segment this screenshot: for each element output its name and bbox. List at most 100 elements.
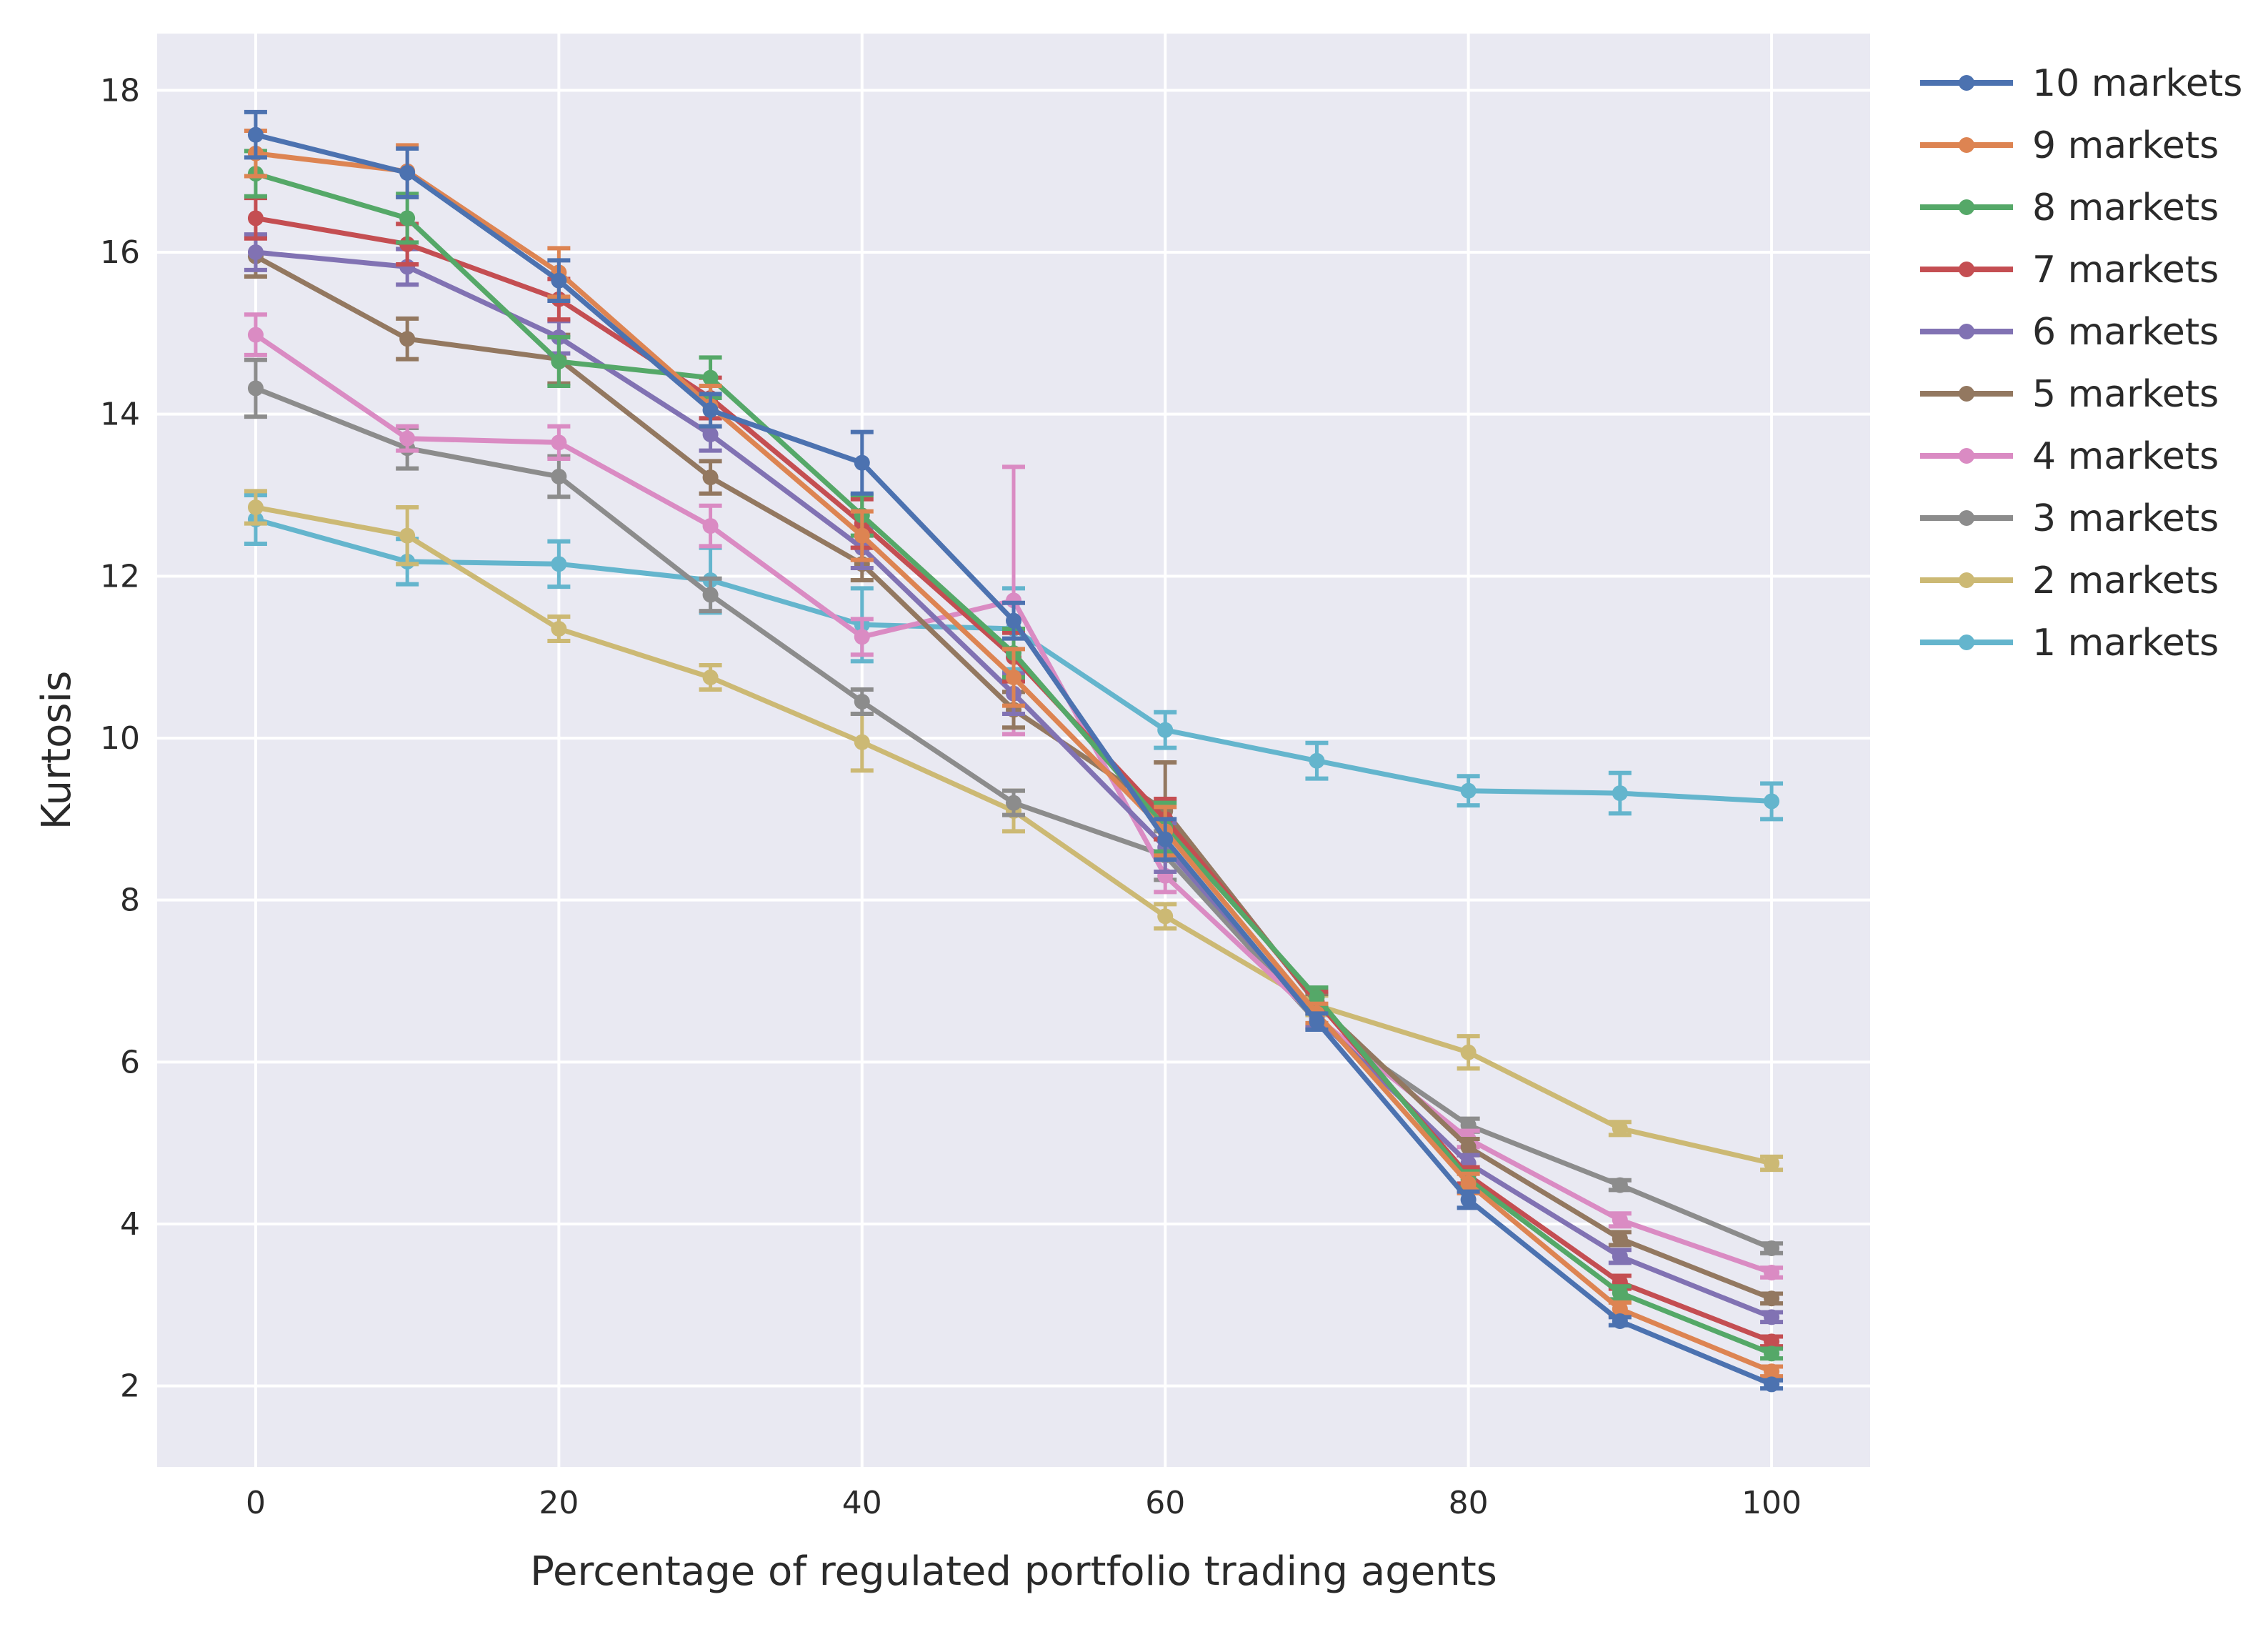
legend-item: 1 markets	[1920, 622, 2219, 665]
legend-label: 7 markets	[2032, 249, 2219, 292]
data-point	[1460, 1139, 1477, 1155]
data-point	[247, 327, 264, 343]
legend-item: 3 markets	[1920, 497, 2219, 540]
legend-label: 5 markets	[2032, 373, 2219, 416]
data-point	[1764, 1240, 1780, 1256]
data-point	[1006, 795, 1021, 811]
x-tick-label: 80	[1449, 1485, 1489, 1521]
y-tick-label: 4	[120, 1206, 140, 1243]
data-point	[1460, 782, 1477, 799]
data-point	[1309, 752, 1325, 769]
tick-labels: 0 20 40 60 80 100 2 4 6 8 10 12 14 16 18	[100, 72, 1802, 1521]
grid-lines	[157, 34, 1870, 1467]
series-4-markets	[244, 312, 1784, 1280]
data-point	[702, 587, 719, 603]
data-point	[854, 629, 870, 645]
y-tick-label: 8	[120, 882, 140, 919]
legend-label: 6 markets	[2032, 311, 2219, 354]
legend-label: 8 markets	[2032, 186, 2219, 229]
legend-item: 5 markets	[1920, 373, 2219, 416]
data-point	[1612, 785, 1628, 802]
legend-label: 9 markets	[2032, 124, 2219, 167]
y-tick-label: 10	[100, 720, 140, 757]
data-point	[1460, 1044, 1477, 1060]
data-point	[1764, 793, 1780, 810]
data-point	[1612, 1177, 1628, 1193]
data-point	[1764, 1309, 1780, 1325]
data-point	[551, 621, 567, 637]
legend-swatch-marker	[1959, 75, 1974, 91]
data-point	[1764, 1376, 1780, 1393]
legend-item: 4 markets	[1920, 435, 2219, 478]
data-point	[247, 210, 264, 227]
data-point	[854, 734, 870, 750]
legend-item: 7 markets	[1920, 249, 2219, 292]
legend-label: 4 markets	[2032, 435, 2219, 478]
x-tick-label: 0	[246, 1485, 266, 1521]
data-point	[702, 427, 719, 442]
legend-swatch-marker	[1959, 510, 1974, 526]
legend-swatch-marker	[1959, 324, 1974, 339]
legend-swatch-marker	[1959, 262, 1974, 277]
legend-item: 10 markets	[1920, 62, 2242, 105]
x-tick-label: 20	[539, 1485, 579, 1521]
series-layer	[244, 109, 1784, 1393]
legend-label: 2 markets	[2032, 559, 2219, 602]
y-axis-title: Kurtosis	[34, 671, 80, 830]
data-point	[1006, 670, 1021, 685]
y-tick-label: 14	[100, 397, 140, 433]
data-point	[399, 164, 416, 181]
legend-swatch-marker	[1959, 199, 1974, 215]
data-point	[702, 518, 719, 534]
data-point	[1612, 1120, 1628, 1137]
data-point	[1309, 989, 1325, 1005]
data-point	[551, 556, 567, 572]
legend-label: 3 markets	[2032, 497, 2219, 540]
data-point	[1764, 1345, 1780, 1362]
legend-swatch-marker	[1959, 137, 1974, 153]
data-point	[1764, 1333, 1780, 1350]
data-point	[702, 369, 719, 386]
data-point	[1612, 1313, 1628, 1329]
y-tick-label: 18	[100, 72, 140, 109]
data-point	[551, 434, 567, 451]
series-3-markets	[244, 357, 1784, 1256]
legend-label: 1 markets	[2032, 622, 2219, 665]
plot-background	[157, 34, 1870, 1467]
y-tick-label: 16	[100, 234, 140, 271]
data-point	[1006, 612, 1021, 629]
legend-item: 9 markets	[1920, 124, 2219, 167]
data-point	[1460, 1192, 1477, 1208]
y-tick-label: 2	[120, 1368, 140, 1405]
legend-swatch-marker	[1959, 635, 1974, 650]
data-point	[551, 272, 567, 289]
data-point	[1460, 1175, 1477, 1192]
x-tick-label: 60	[1145, 1485, 1185, 1521]
data-point	[551, 468, 567, 484]
data-point	[854, 454, 870, 471]
data-point	[854, 694, 870, 710]
legend-item: 8 markets	[1920, 186, 2219, 229]
data-point	[702, 402, 719, 418]
legend-swatch-marker	[1959, 448, 1974, 464]
data-point	[854, 527, 870, 544]
data-point	[1157, 722, 1174, 738]
data-point	[702, 469, 719, 486]
data-point	[1764, 1155, 1780, 1171]
data-point	[1764, 1265, 1780, 1280]
x-tick-label: 40	[842, 1485, 882, 1521]
data-point	[399, 430, 416, 447]
y-tick-label: 12	[100, 558, 140, 594]
data-point	[247, 126, 264, 143]
data-point	[1612, 1301, 1628, 1317]
data-point	[247, 380, 264, 397]
legend-swatch-marker	[1959, 386, 1974, 402]
data-point	[399, 210, 416, 227]
legend-swatch-marker	[1959, 572, 1974, 588]
data-point	[1764, 1290, 1780, 1307]
series-10-markets	[244, 109, 1784, 1393]
y-tick-label: 6	[120, 1044, 140, 1080]
data-point	[247, 499, 264, 515]
data-point	[1157, 908, 1174, 925]
